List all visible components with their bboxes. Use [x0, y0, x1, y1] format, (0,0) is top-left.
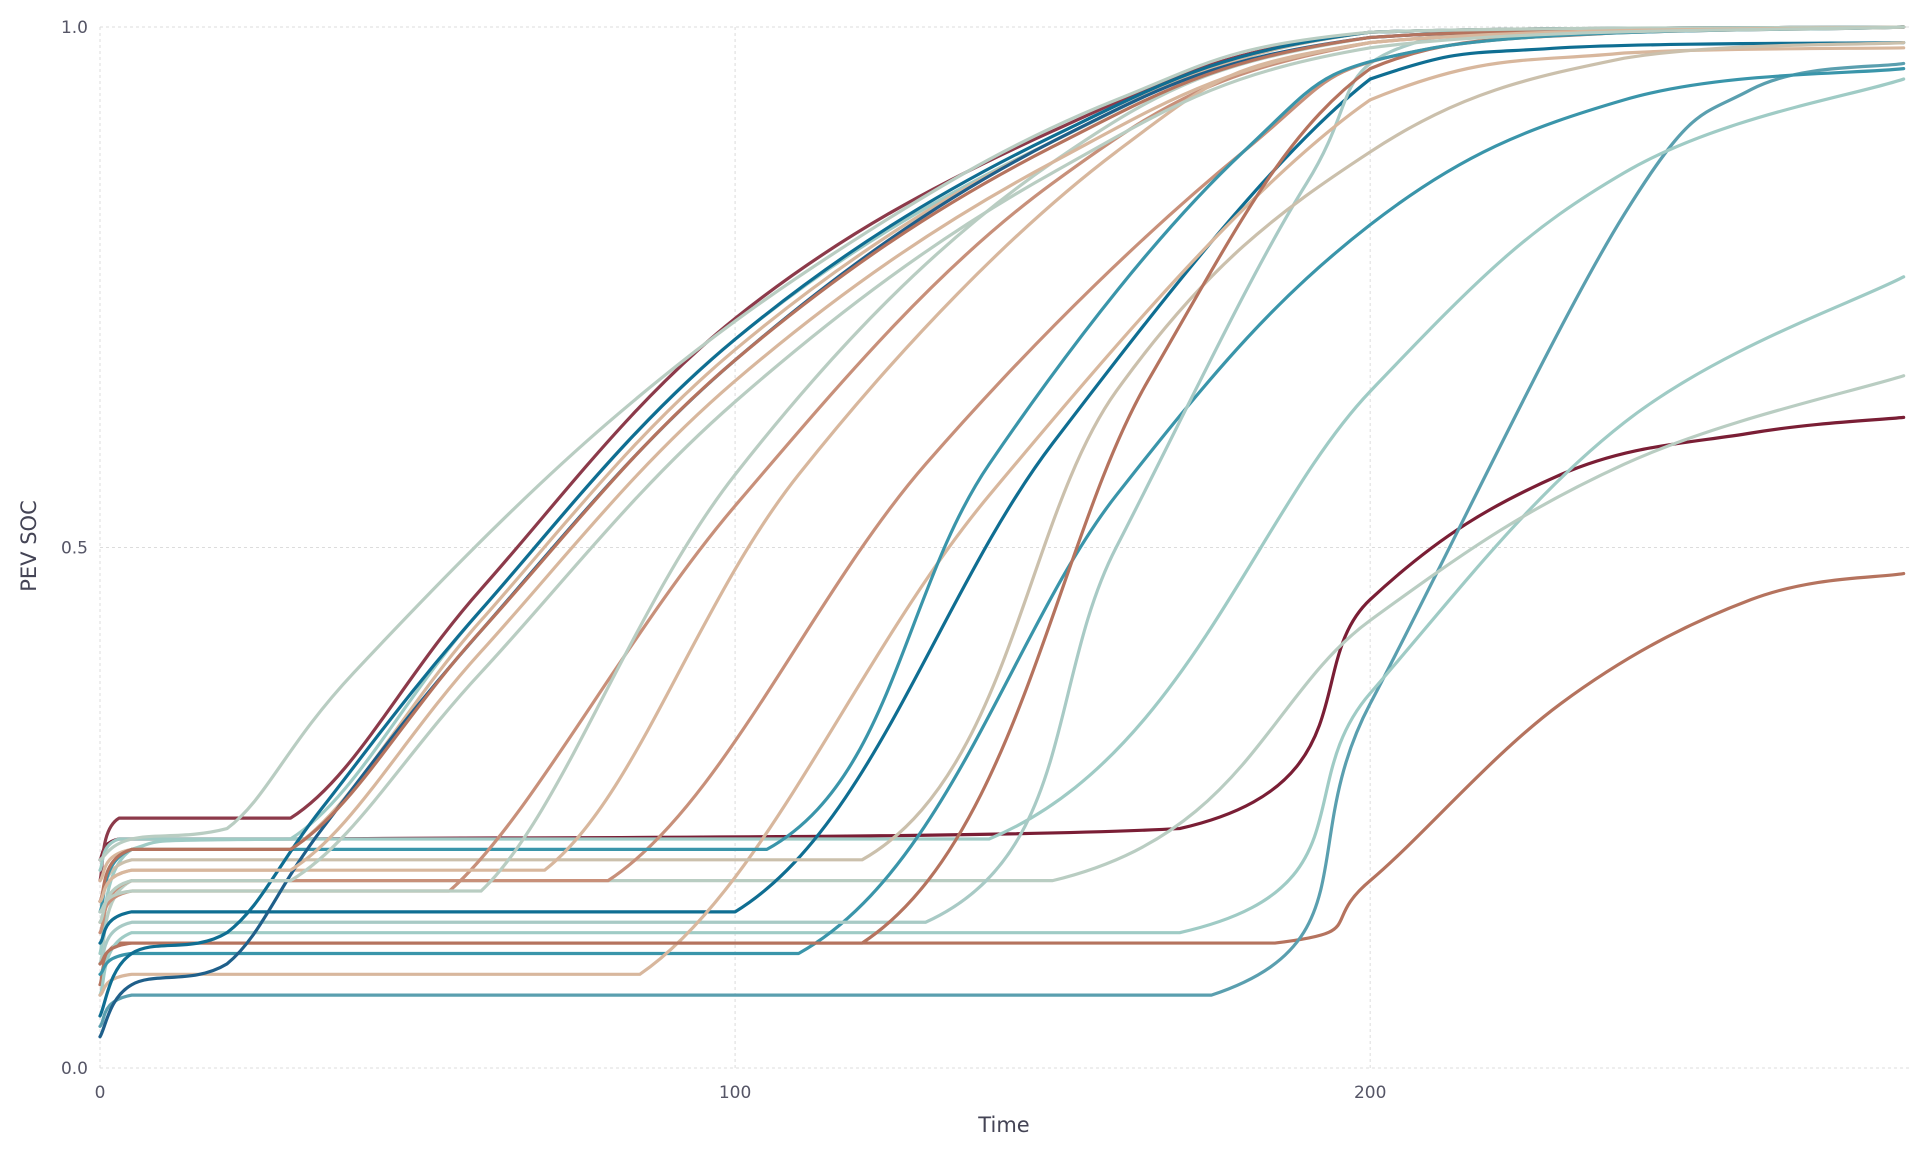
- x-tick-label: 100: [719, 1083, 751, 1103]
- series-line-26: [98, 25, 1906, 924]
- series-line-11: [98, 41, 1906, 904]
- series-line-25: [98, 25, 1906, 904]
- y-tick-label: 1.0: [61, 18, 88, 38]
- series-line-8: [98, 41, 1906, 945]
- series-line-3: [98, 61, 1906, 1028]
- series-line-14: [98, 25, 1906, 914]
- y-tick-label: 0.5: [61, 539, 88, 559]
- x-tick-label: 0: [95, 1083, 106, 1103]
- series-line-7: [98, 67, 1906, 976]
- series-layer: [98, 25, 1906, 1039]
- series-line-6: [98, 77, 1906, 956]
- tick-layer: 0 100 200 0.0 0.5 1.0: [61, 18, 1386, 1103]
- series-line-1: [98, 415, 1906, 862]
- series-line-4: [98, 275, 1906, 997]
- x-tick-label: 200: [1354, 1083, 1386, 1103]
- series-line-23: [98, 25, 1906, 904]
- series-line-17: [98, 25, 1906, 914]
- y-tick-label: 0.0: [61, 1059, 88, 1079]
- series-line-5: [98, 374, 1906, 966]
- series-line-24: [98, 25, 1906, 862]
- series-line-22: [98, 25, 1906, 1039]
- x-axis-title: Time: [977, 1113, 1029, 1137]
- y-axis-title: PEV SOC: [17, 500, 41, 592]
